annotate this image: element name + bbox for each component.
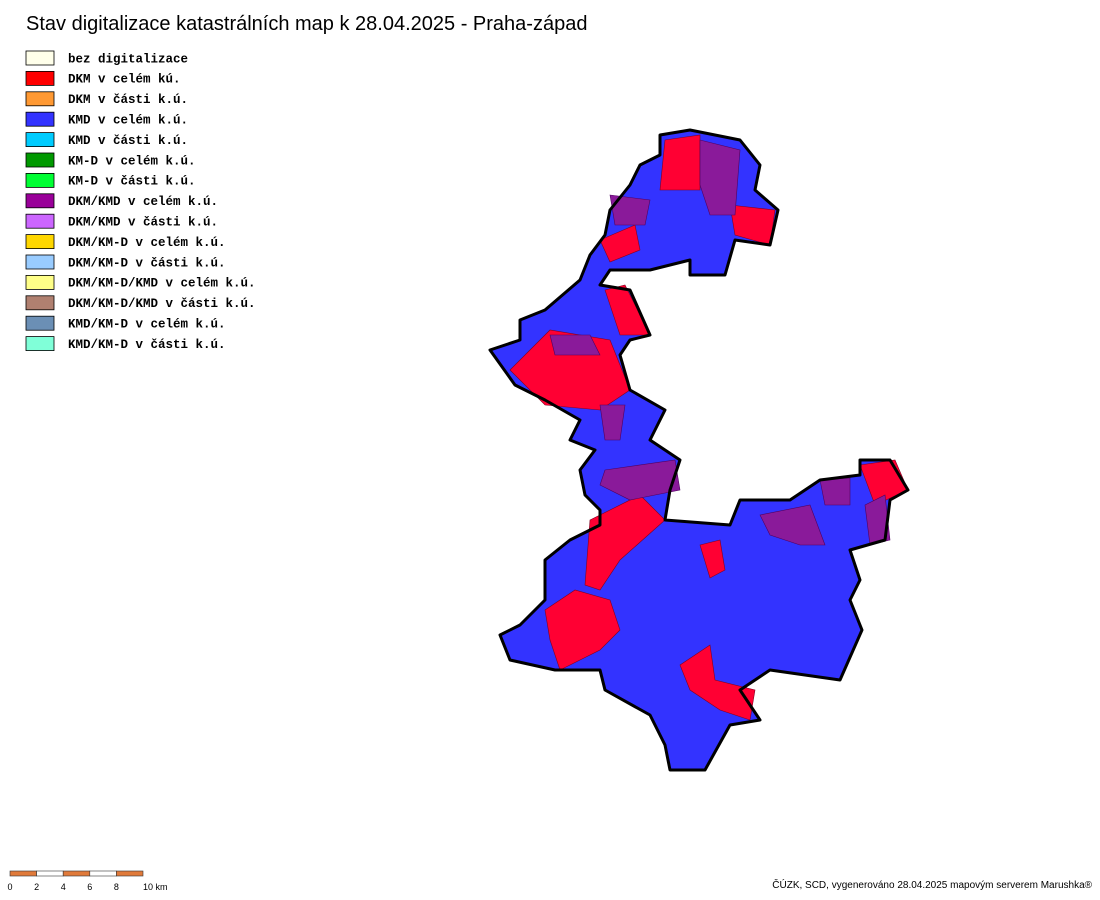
legend-swatch [25,172,55,188]
legend-swatch [25,213,55,229]
legend-label: KMD v části k.ú. [68,134,188,148]
region [549,334,601,356]
region [864,494,891,546]
legend-swatch [25,315,55,331]
legend: bez digitalizace DKM v celém kú. DKM v čás… [25,50,256,352]
legend-label: KMD/KM-D v části k.ú. [68,338,226,352]
legend-swatch [25,274,55,290]
scale-labels: 0 2 4 6 8 10 km [7,882,167,892]
legend-swatch [25,132,55,148]
region [544,589,621,671]
legend-swatch [25,254,55,270]
legend-swatch [25,234,55,250]
scale-segment [36,870,64,877]
scale-segment [9,870,37,877]
region [819,477,851,506]
scale-bar [9,870,144,877]
scale-label: 0 [7,882,12,892]
region [609,194,651,226]
region [699,139,741,216]
credit: ČÚZK, SCD, vygenerováno 28.04.2025 mapov… [772,878,1092,891]
region [599,224,641,263]
region [679,644,756,721]
legend-label: DKM/KM-D v části k.ú. [68,256,226,270]
legend-label: DKM/KM-D/KMD v části k.ú. [68,297,256,311]
legend-label: KM-D v části k.ú. [68,175,196,189]
scale-label: 4 [61,882,66,892]
legend-swatch [25,91,55,107]
scale-segment [62,870,91,877]
legend-label: DKM v části k.ú. [68,93,188,107]
region [599,404,626,441]
legend-label: DKM/KMD v celém k.ú. [68,195,218,209]
legend-label: KMD/KM-D v celém k.ú. [68,317,226,331]
scale-segment [89,870,117,877]
legend-swatch [25,193,55,209]
legend-swatch [25,71,55,86]
legend-swatch [25,50,55,66]
region [699,539,726,579]
district-outline [488,128,910,772]
scale-label: 2 [34,882,39,892]
region [599,459,681,501]
legend-swatch [25,295,55,311]
scale-label: 6 [87,882,92,892]
legend-label: bez digitalizace [68,52,188,66]
legend-label: DKM v celém kú. [68,73,181,87]
legend-label: DKM/KM-D v celém k.ú. [68,236,226,250]
scale-label: 10 km [143,882,168,892]
legend-label: DKM/KM-D/KMD v celém k.ú. [68,277,256,291]
legend-label: DKM/KMD v části k.ú. [68,215,218,229]
legend-label: KM-D v celém k.ú. [68,154,196,168]
legend-swatch [25,336,55,352]
region [659,134,701,191]
region [759,504,826,546]
scale-segment [116,870,144,877]
legend-swatch [25,152,55,168]
legend-swatch [25,111,55,127]
map-title: Stav digitalizace katastrálních map k 28… [26,13,587,35]
scale-label: 8 [114,882,119,892]
district-map [488,128,910,772]
legend-label: KMD v celém k.ú. [68,113,188,127]
